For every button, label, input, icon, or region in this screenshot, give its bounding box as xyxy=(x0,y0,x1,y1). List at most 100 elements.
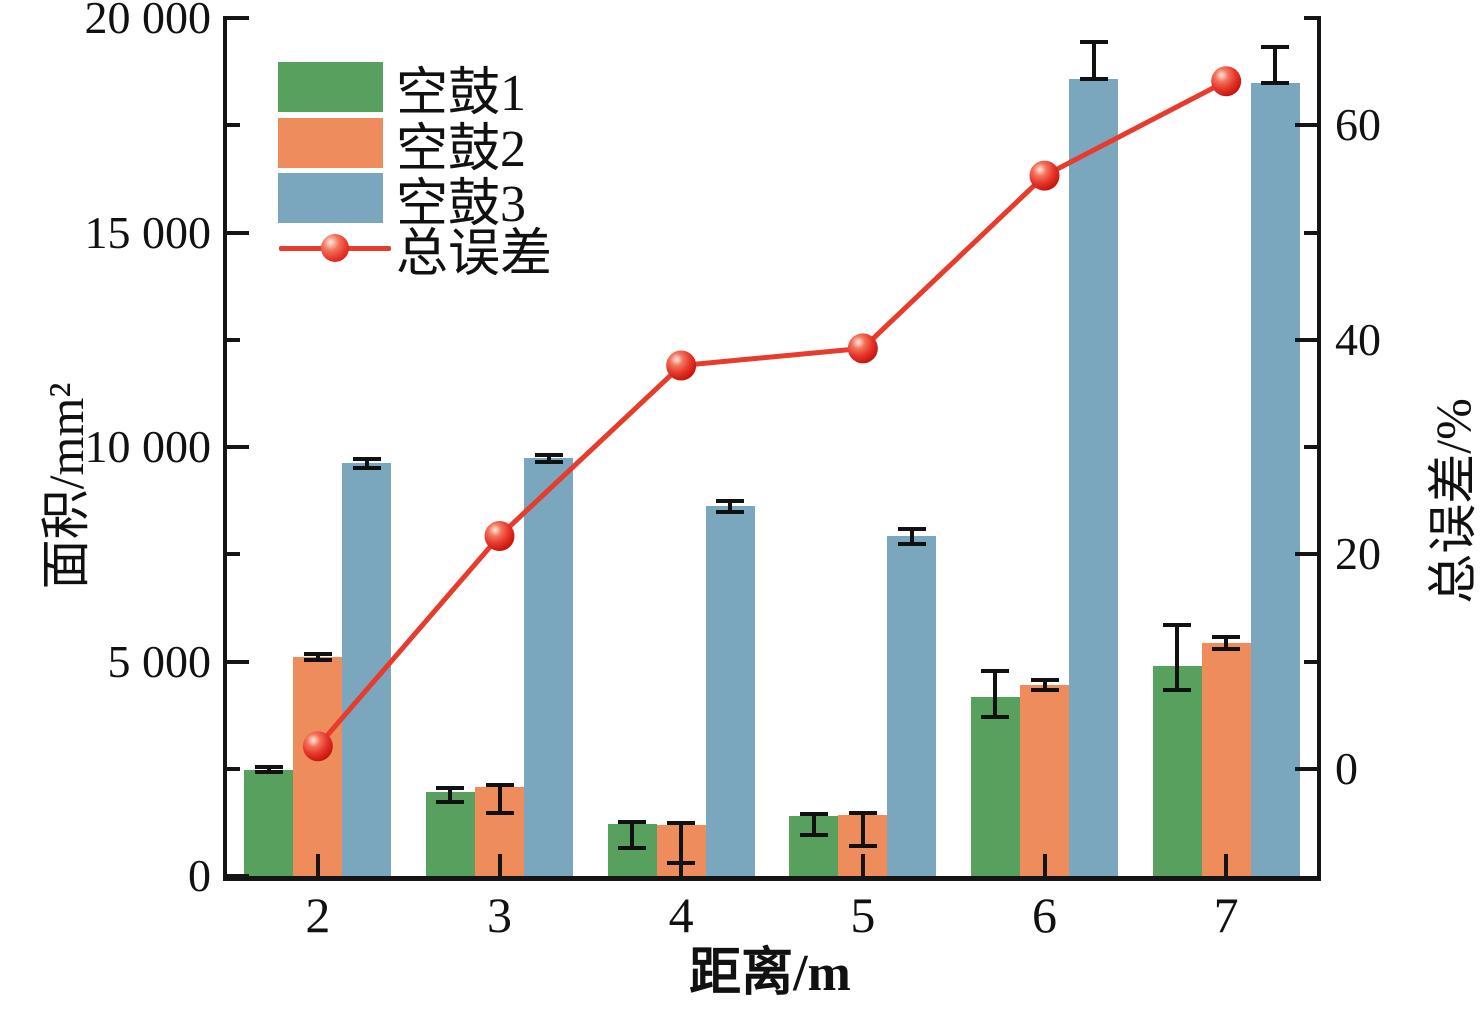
error-bar-cap xyxy=(352,457,381,461)
x-axis-tick-label: 7 xyxy=(1213,887,1239,943)
error-bar xyxy=(860,813,865,846)
bar-空鼓2-7m xyxy=(1201,643,1251,876)
error-bar-cap xyxy=(1163,687,1192,692)
error-bar-cap xyxy=(436,786,465,791)
error-bar-cap xyxy=(618,819,647,824)
right-axis-major-tick xyxy=(1295,123,1317,128)
error-bar-cap xyxy=(254,765,283,770)
total-error-marker xyxy=(1029,160,1060,191)
x-axis-tick xyxy=(1042,854,1047,876)
legend-swatch-series1 xyxy=(278,62,383,112)
right-axis-spine xyxy=(1317,16,1321,880)
x-axis-tick-label: 5 xyxy=(850,887,876,943)
total-error-line xyxy=(315,79,1228,748)
x-axis-tick xyxy=(679,854,684,876)
error-bar xyxy=(1042,679,1047,691)
left-axis-major-tick xyxy=(227,659,249,664)
legend-swatch-series2 xyxy=(278,118,383,168)
error-bar xyxy=(993,670,998,717)
error-bar-cap xyxy=(848,811,877,816)
left-axis-minor-tick xyxy=(227,337,240,342)
right-axis-minor-tick xyxy=(1304,230,1317,235)
left-axis-tick-label: 10 000 xyxy=(84,421,212,472)
left-axis-spine xyxy=(223,16,227,880)
error-bar-cap xyxy=(303,658,332,663)
error-bar-cap xyxy=(981,668,1010,673)
error-bar-cap xyxy=(1212,646,1241,651)
error-bar xyxy=(1091,42,1096,79)
x-axis-tick-label: 3 xyxy=(487,887,512,943)
x-axis-tick-label: 6 xyxy=(1032,887,1057,943)
error-bar xyxy=(630,821,635,848)
error-bar-cap xyxy=(254,770,283,775)
error-bar xyxy=(266,767,271,773)
left-axis-tick-label: 20 000 xyxy=(84,0,212,43)
error-bar-cap xyxy=(897,541,926,546)
error-bar-cap xyxy=(1030,688,1059,693)
right-axis-tick-label: 40 xyxy=(1335,313,1381,365)
bar-空鼓2-6m xyxy=(1019,685,1070,876)
legend-swatch-series3 xyxy=(278,173,383,223)
total-error-marker xyxy=(302,731,333,762)
error-bar-cap xyxy=(485,783,514,788)
error-bar-cap xyxy=(716,510,745,515)
right-axis-major-tick xyxy=(1295,552,1317,557)
legend-line-marker-icon xyxy=(321,234,349,262)
right-axis-tick-label: 20 xyxy=(1335,528,1381,580)
error-bar xyxy=(728,501,733,513)
error-bar xyxy=(679,823,684,864)
error-bar-cap xyxy=(1163,623,1192,628)
x-axis-tick-label: 4 xyxy=(668,887,694,943)
error-bar-cap xyxy=(1030,677,1059,682)
error-bar-cap xyxy=(436,799,465,804)
error-bar-cap xyxy=(716,499,745,504)
bar-空鼓3-3m xyxy=(524,458,574,876)
left-axis-tick-label: 5 000 xyxy=(107,635,212,687)
left-axis-tick-label: 15 000 xyxy=(84,206,212,258)
error-bar xyxy=(546,454,551,462)
error-bar-cap xyxy=(1212,635,1241,640)
x-axis-tick xyxy=(860,854,865,876)
left-axis-major-tick xyxy=(227,230,249,235)
error-bar xyxy=(448,788,453,802)
left-axis-major-tick xyxy=(227,445,249,449)
right-axis-tick-label: 60 xyxy=(1335,99,1381,151)
error-bar-cap xyxy=(534,460,563,464)
bar-空鼓3-5m xyxy=(887,535,937,876)
error-bar xyxy=(811,813,816,836)
bar-空鼓1-6m xyxy=(970,697,1020,876)
x-axis-title: 距离/m xyxy=(689,945,851,1002)
bar-空鼓1-3m xyxy=(425,791,475,876)
error-bar-cap xyxy=(1261,80,1290,85)
error-bar-cap xyxy=(981,714,1010,719)
total-error-marker xyxy=(666,350,697,381)
error-bar-cap xyxy=(1261,45,1290,50)
right-axis-minor-tick xyxy=(1304,16,1317,20)
x-axis-tick xyxy=(497,854,502,876)
right-axis-minor-tick xyxy=(1304,659,1317,664)
bar-空鼓1-2m xyxy=(244,770,294,876)
error-bar-cap xyxy=(352,466,381,471)
error-bar-cap xyxy=(534,452,563,457)
error-bar-cap xyxy=(667,821,696,826)
error-bar xyxy=(1273,47,1278,83)
error-bar xyxy=(1175,625,1180,690)
total-error-marker xyxy=(484,521,515,552)
left-axis-minor-tick xyxy=(227,123,240,128)
error-bar xyxy=(497,785,502,813)
bar-空鼓3-4m xyxy=(705,506,755,876)
bar-空鼓3-6m xyxy=(1069,78,1119,876)
total-error-marker xyxy=(847,333,878,364)
x-axis-tick xyxy=(1224,854,1229,876)
error-bar xyxy=(364,459,369,468)
bar-空鼓2-2m xyxy=(293,657,343,876)
right-axis-tick-label: 0 xyxy=(1335,742,1358,794)
total-error-marker xyxy=(1211,66,1242,97)
bar-空鼓3-7m xyxy=(1250,82,1300,876)
error-bar-cap xyxy=(848,843,877,848)
error-bar-cap xyxy=(485,810,514,815)
x-axis-tick xyxy=(315,854,320,876)
left-axis-tick-label: 0 xyxy=(188,850,211,901)
bar-空鼓1-7m xyxy=(1152,665,1202,876)
